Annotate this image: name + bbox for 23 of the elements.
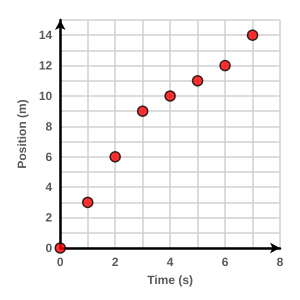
point: [54, 242, 66, 254]
y-tick-label: 8: [46, 119, 53, 134]
x-tick-label: 2: [112, 255, 119, 269]
y-tick-label: 4: [46, 180, 53, 194]
x-tick-label: 8: [276, 255, 284, 269]
point: [192, 75, 204, 87]
x-tick-label: 0: [56, 255, 64, 269]
y-tick-label: 6: [46, 150, 53, 164]
y-tick-label: 12: [38, 58, 53, 73]
point: [136, 105, 148, 117]
point: [219, 60, 231, 72]
y-tick-label: 0: [46, 241, 53, 255]
y-axis-title: Position (m): [15, 99, 29, 169]
point: [82, 196, 94, 208]
x-tick-label: 4: [166, 255, 174, 269]
y-tick-label: 10: [38, 89, 53, 103]
point: [109, 151, 121, 163]
y-tick-label: 2: [46, 210, 53, 225]
point: [246, 29, 258, 41]
point: [164, 90, 176, 102]
y-tick-label: 14: [38, 28, 53, 42]
x-axis-title: Time (s): [147, 273, 194, 287]
x-tick-label: 6: [222, 255, 229, 269]
